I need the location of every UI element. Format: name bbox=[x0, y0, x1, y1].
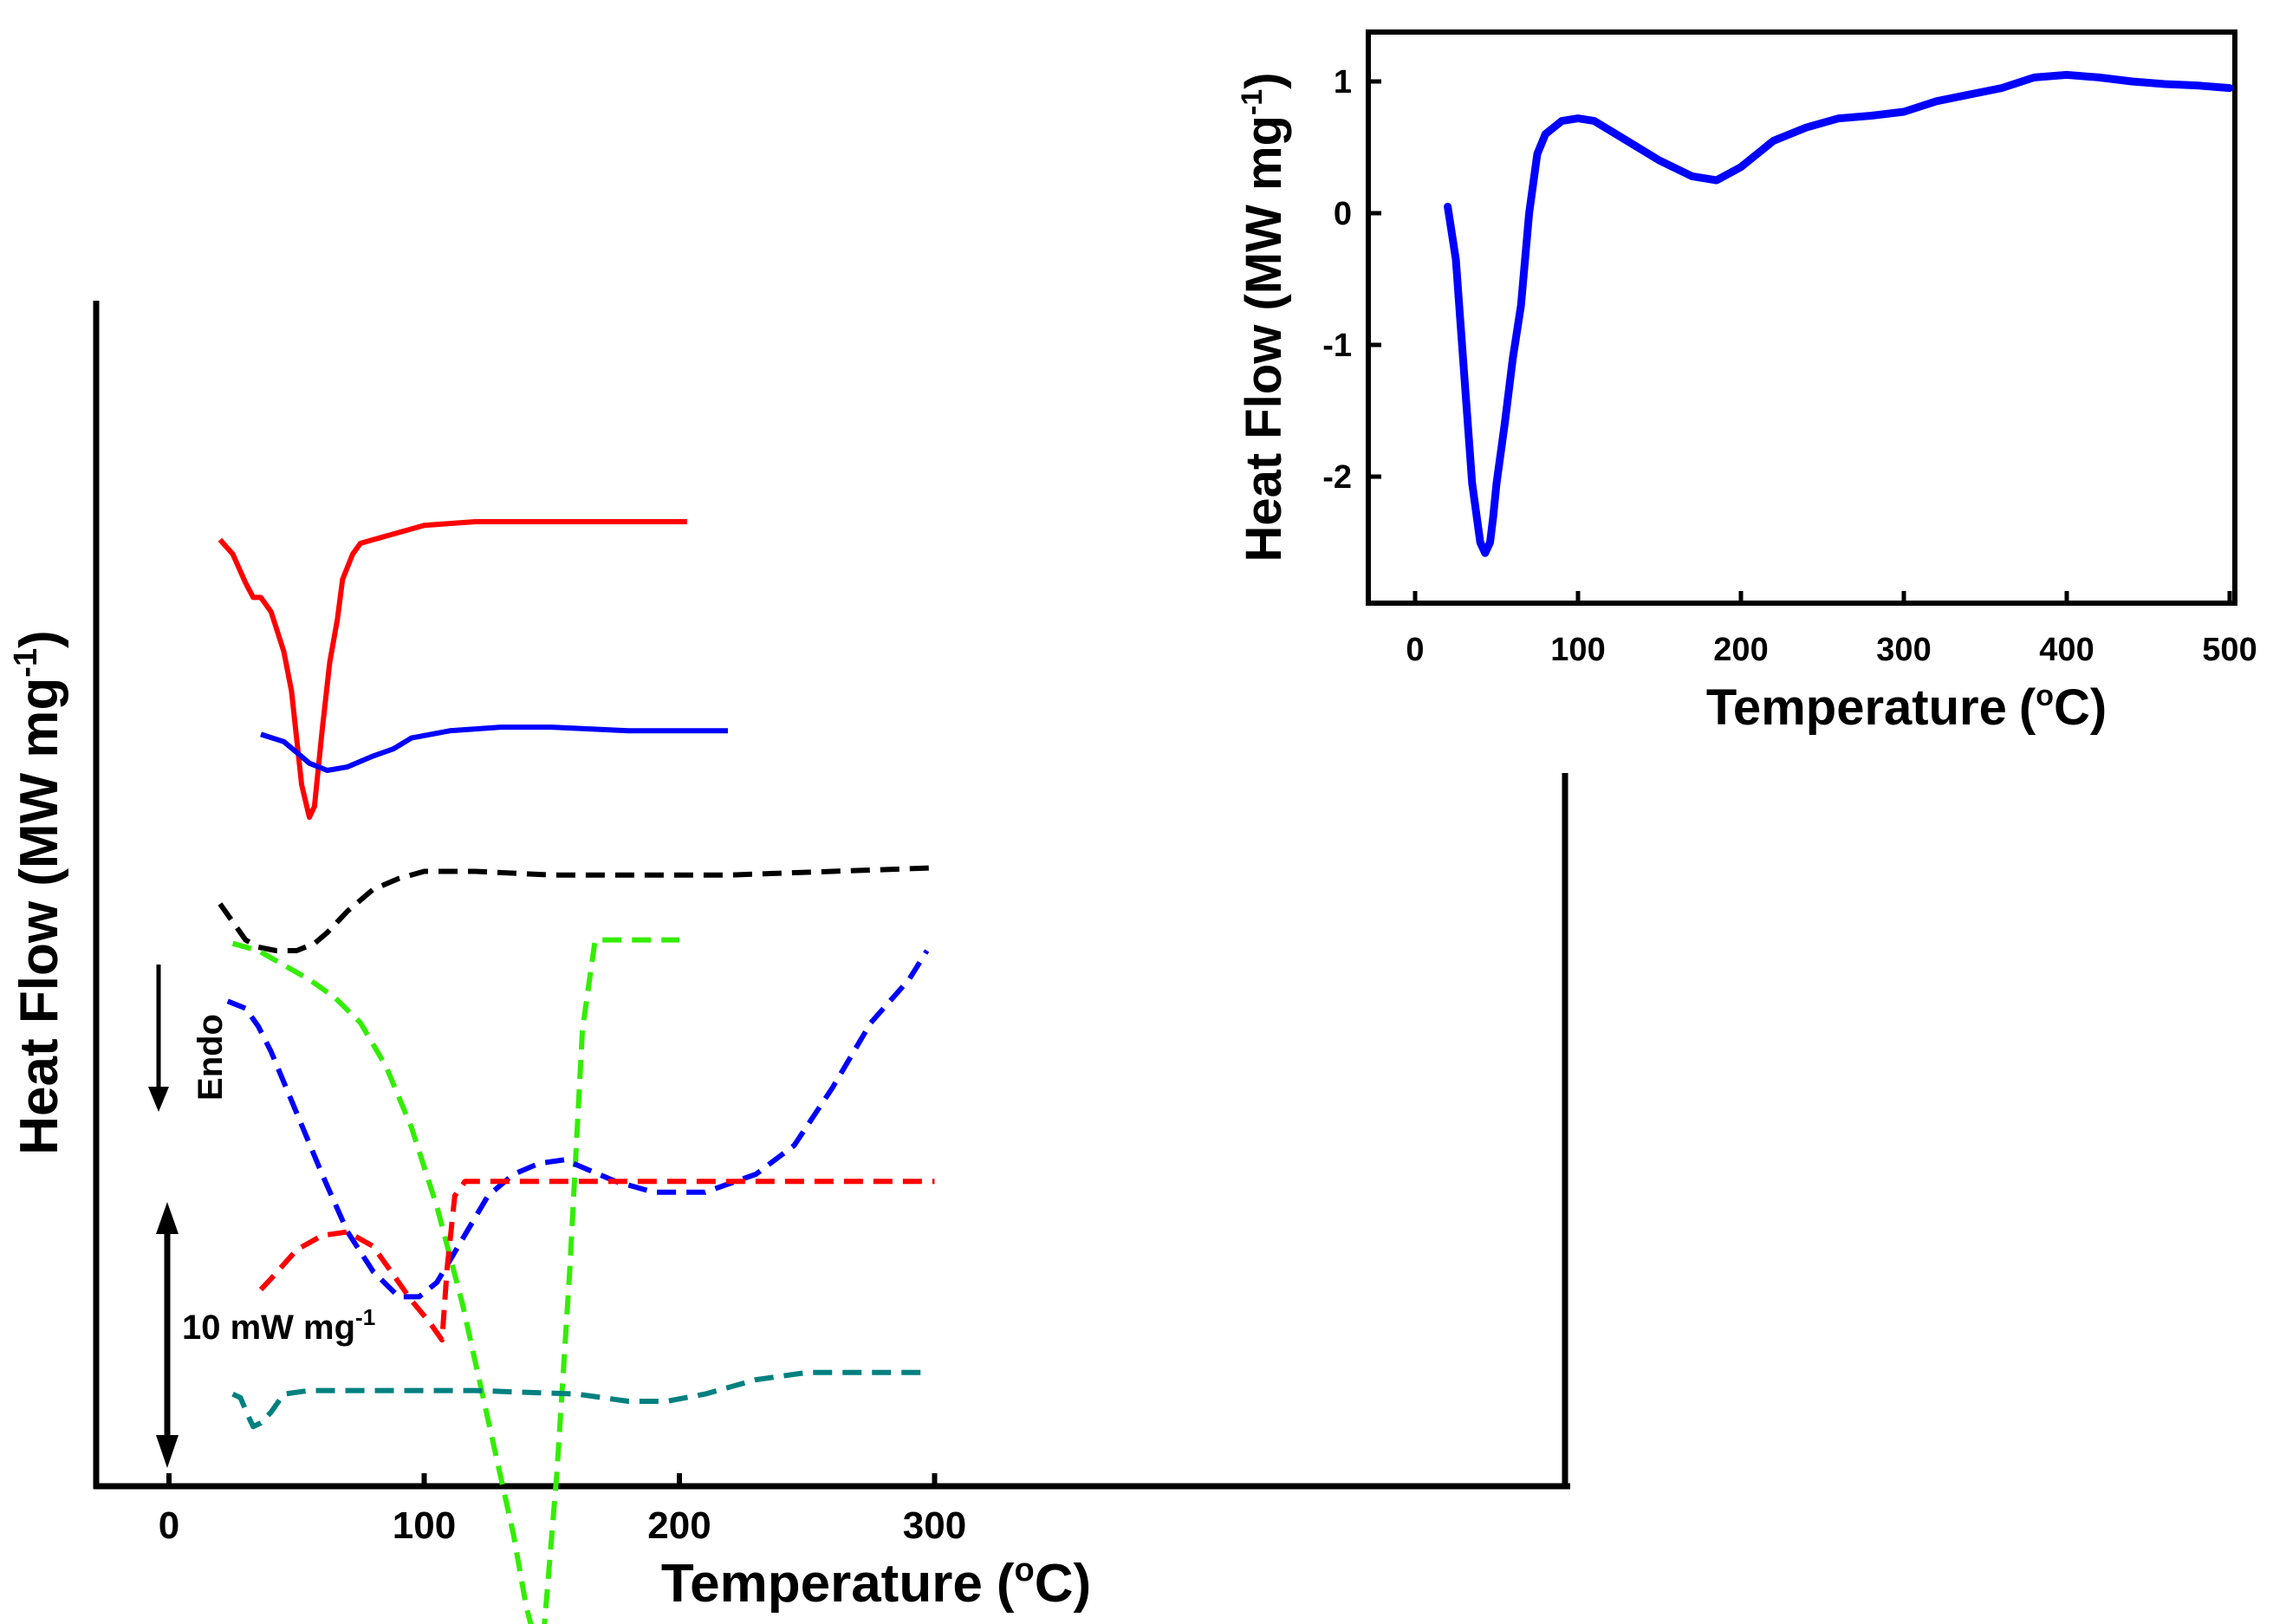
inset-x-tick-label: 400 bbox=[2039, 632, 2094, 668]
series-inset-trace bbox=[1444, 70, 2234, 557]
scale-bar-label: 10 mW mg-1 bbox=[182, 1304, 375, 1347]
series-trace-5 bbox=[226, 949, 930, 1300]
inset-x-tick-label: 300 bbox=[1876, 632, 1931, 668]
inset-y-tick-label: -1 bbox=[1322, 328, 1352, 364]
inset-x-axis-title: Temperature (oC) bbox=[1706, 679, 2107, 736]
inset-x-tick-label: 200 bbox=[1713, 632, 1768, 668]
scale-bar-annotation: 10 mW mg-1 bbox=[156, 1202, 375, 1468]
series-trace-6 bbox=[258, 1179, 935, 1343]
inset-y-tick-label: 1 bbox=[1334, 64, 1352, 101]
endo-arrow-head bbox=[148, 1087, 169, 1112]
inset-x-tick-label: 500 bbox=[2202, 632, 2257, 668]
main-x-tick-label: 100 bbox=[393, 1504, 456, 1547]
inset-series bbox=[1444, 70, 2234, 557]
main-ticks: 0 100 200 300 bbox=[159, 1473, 966, 1547]
series-trace-1 bbox=[218, 519, 687, 821]
inset-x-tick-label: 0 bbox=[1406, 632, 1424, 668]
series-trace-4 bbox=[231, 937, 679, 1624]
main-y-axis-title: Heat Flow (MW mg-1) bbox=[8, 630, 69, 1155]
main-x-tick-label: 0 bbox=[159, 1504, 179, 1547]
endo-label: Endo bbox=[192, 1014, 230, 1101]
series-trace-7 bbox=[231, 1369, 927, 1430]
main-series bbox=[218, 519, 935, 1624]
series-trace-3 bbox=[218, 865, 935, 953]
main-chart: 0 100 200 300 Temperature (oC) Heat Flow (MW… bbox=[8, 301, 1570, 1624]
inset-y-axis-title: Heat Flow (MW mg-1) bbox=[1236, 72, 1292, 562]
series-trace-2 bbox=[260, 724, 728, 773]
main-x-tick-label: 200 bbox=[647, 1504, 711, 1547]
scale-bar-bottom-arrowhead bbox=[156, 1435, 179, 1468]
inset-y-tick-label: 0 bbox=[1334, 196, 1352, 232]
endo-annotation: Endo bbox=[148, 965, 230, 1112]
main-x-tick-label: 300 bbox=[903, 1504, 966, 1547]
inset-frame bbox=[1366, 29, 2237, 606]
inset-y-tick-label: -2 bbox=[1322, 459, 1352, 496]
inset-chart: 0 100 200 300 400 500 1 0 -1 -2 Temperature (oC) H… bbox=[1236, 29, 2257, 736]
inset-ticks: 0 100 200 300 400 500 1 0 -1 -2 bbox=[1322, 64, 2257, 668]
scale-bar-top-arrowhead bbox=[156, 1202, 179, 1234]
main-x-axis-title: Temperature (oC) bbox=[661, 1552, 1091, 1614]
inset-x-tick-label: 100 bbox=[1550, 632, 1605, 668]
